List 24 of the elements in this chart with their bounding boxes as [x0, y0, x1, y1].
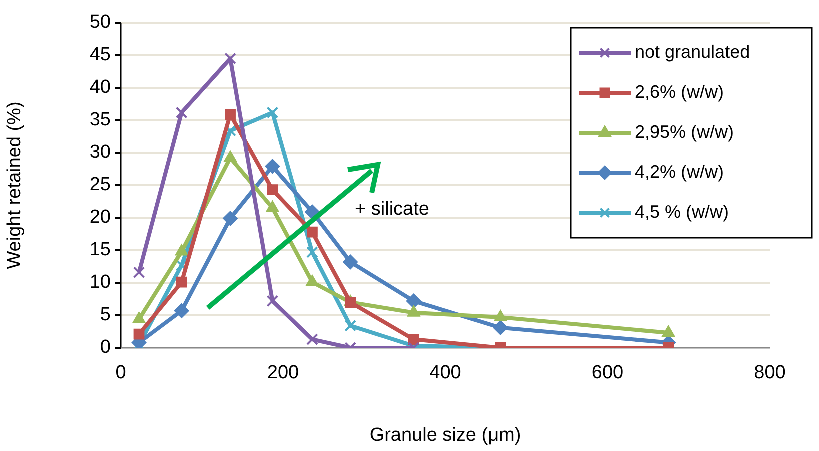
y-tick-label: 35	[90, 110, 111, 131]
y-tick-label: 50	[90, 12, 111, 34]
y-tick-label: 25	[90, 174, 111, 196]
y-axis-title: Weight retained (%)	[4, 102, 26, 270]
y-tick-label: 15	[90, 240, 111, 261]
legend-label: 4,5 % (w/w)	[635, 202, 730, 222]
y-tick-label: 45	[90, 44, 111, 66]
y-tick-label: 40	[90, 77, 111, 98]
y-tick-label: 10	[90, 272, 111, 294]
x-axis-title: Granule size (μm)	[370, 424, 522, 446]
annotation: + silicate	[355, 199, 430, 220]
y-tick-label: 20	[90, 207, 111, 228]
x-tick-label: 800	[754, 362, 786, 384]
legend-label: not granulated	[635, 42, 750, 62]
x-tick-label: 200	[267, 362, 300, 384]
y-tick-label: 5	[100, 304, 111, 326]
legend-label: 2,6% (w/w)	[635, 82, 724, 102]
y-tick-label: 0	[100, 337, 111, 358]
legend-label: 4,2% (w/w)	[635, 162, 724, 182]
y-tick-label: 30	[90, 142, 111, 164]
x-tick-label: 0	[116, 362, 126, 384]
x-tick-label: 600	[592, 362, 624, 384]
x-tick-label: 400	[430, 362, 462, 384]
legend-label: 2,95% (w/w)	[635, 122, 734, 142]
